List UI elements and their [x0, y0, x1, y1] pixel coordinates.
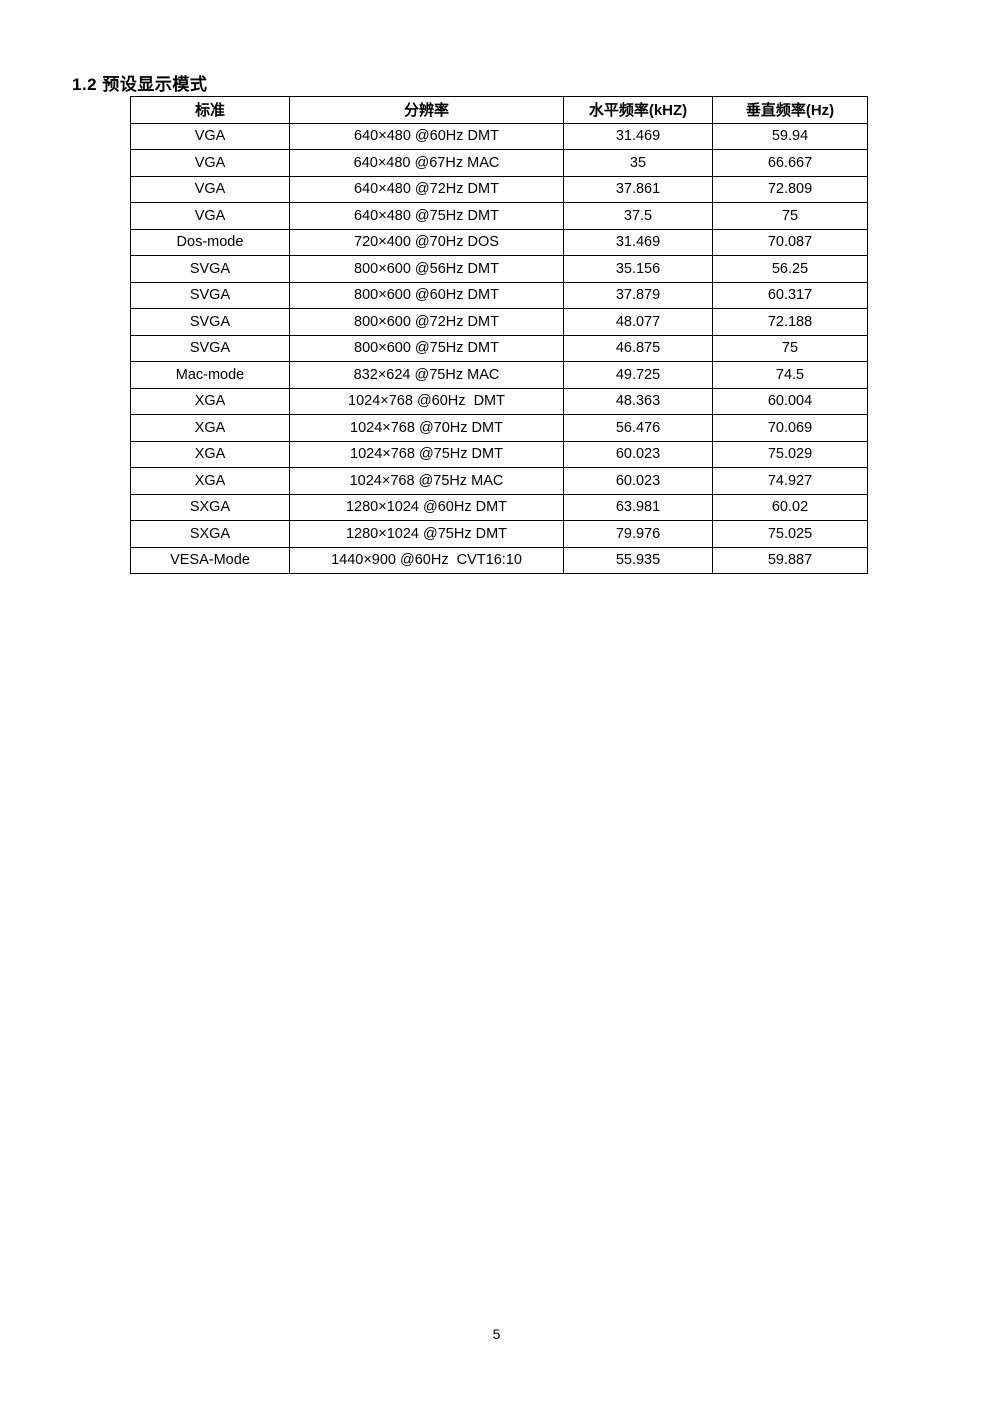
resolution-cell: 1280×1024 @60Hz DMT — [289, 493, 564, 521]
vertical-frequency-cell: 70.087 — [712, 228, 868, 256]
horizontal-frequency-cell: 56.476 — [563, 414, 713, 442]
resolution-cell: 1024×768 @70Hz DMT — [289, 414, 564, 442]
standard-cell: XGA — [130, 387, 290, 415]
standard-cell: SXGA — [130, 520, 290, 548]
vertical-frequency-cell: 66.667 — [712, 149, 868, 177]
table-row: XGA 1024×768 @60Hz DMT 48.363 60.004 — [130, 387, 868, 415]
vertical-frequency-cell: 70.069 — [712, 414, 868, 442]
resolution-cell: 800×600 @60Hz DMT — [289, 281, 564, 309]
standard-cell: VGA — [130, 122, 290, 150]
horizontal-frequency-cell: 31.469 — [563, 122, 713, 150]
resolution-cell: 720×400 @70Hz DOS — [289, 228, 564, 256]
horizontal-frequency-cell: 46.875 — [563, 334, 713, 362]
horizontal-frequency-cell: 55.935 — [563, 546, 713, 574]
table-row: VGA 640×480 @67Hz MAC 35 66.667 — [130, 149, 868, 177]
resolution-cell: 1280×1024 @75Hz DMT — [289, 520, 564, 548]
standard-cell: VGA — [130, 202, 290, 230]
table-row: VGA 640×480 @60Hz DMT 31.469 59.94 — [130, 122, 868, 150]
resolution-cell: 800×600 @72Hz DMT — [289, 308, 564, 336]
table-row: VESA-Mode 1440×900 @60Hz CVT16:10 55.935 59… — [130, 546, 868, 574]
resolution-cell: 1024×768 @75Hz DMT — [289, 440, 564, 468]
section-title: 1.2 预设显示模式 — [72, 75, 208, 94]
standard-cell: XGA — [130, 467, 290, 495]
horizontal-frequency-cell: 48.363 — [563, 387, 713, 415]
table-row: XGA 1024×768 @75Hz DMT 60.023 75.029 — [130, 440, 868, 468]
vertical-frequency-cell: 72.188 — [712, 308, 868, 336]
standard-column-header: 标准 — [130, 96, 290, 124]
standard-cell: SVGA — [130, 281, 290, 309]
vertical-frequency-cell: 75 — [712, 202, 868, 230]
horizontal-frequency-cell: 63.981 — [563, 493, 713, 521]
horizontal-frequency-cell: 60.023 — [563, 467, 713, 495]
table-row: VGA 640×480 @72Hz DMT 37.861 72.809 — [130, 175, 868, 203]
standard-cell: VESA-Mode — [130, 546, 290, 574]
table-row: SXGA 1280×1024 @60Hz DMT 63.981 60.02 — [130, 493, 868, 521]
standard-cell: Dos-mode — [130, 228, 290, 256]
horizontal-frequency-cell: 31.469 — [563, 228, 713, 256]
resolution-cell: 800×600 @56Hz DMT — [289, 255, 564, 283]
vertical-frequency-cell: 74.927 — [712, 467, 868, 495]
resolution-cell: 640×480 @75Hz DMT — [289, 202, 564, 230]
horizontal-frequency-cell: 37.861 — [563, 175, 713, 203]
vertical-frequency-cell: 59.94 — [712, 122, 868, 150]
table-row: XGA 1024×768 @70Hz DMT 56.476 70.069 — [130, 414, 868, 442]
vertical-frequency-cell: 60.317 — [712, 281, 868, 309]
resolution-cell: 1440×900 @60Hz CVT16:10 — [289, 546, 564, 574]
vertical-frequency-cell: 75 — [712, 334, 868, 362]
resolution-cell: 640×480 @67Hz MAC — [289, 149, 564, 177]
table-row: SVGA 800×600 @56Hz DMT 35.156 56.25 — [130, 255, 868, 283]
vertical-frequency-column-header: 垂直频率(Hz) — [712, 96, 868, 124]
table-row: VGA 640×480 @75Hz DMT 37.5 75 — [130, 202, 868, 230]
vertical-frequency-cell: 75.029 — [712, 440, 868, 468]
vertical-frequency-cell: 59.887 — [712, 546, 868, 574]
table-row: Mac-mode 832×624 @75Hz MAC 49.725 74.5 — [130, 361, 868, 389]
vertical-frequency-cell: 60.004 — [712, 387, 868, 415]
vertical-frequency-cell: 74.5 — [712, 361, 868, 389]
horizontal-frequency-cell: 49.725 — [563, 361, 713, 389]
resolution-cell: 1024×768 @60Hz DMT — [289, 387, 564, 415]
standard-cell: SVGA — [130, 334, 290, 362]
resolution-cell: 640×480 @72Hz DMT — [289, 175, 564, 203]
horizontal-frequency-cell: 35 — [563, 149, 713, 177]
standard-cell: VGA — [130, 149, 290, 177]
horizontal-frequency-cell: 60.023 — [563, 440, 713, 468]
preset-display-modes-table: 标准 分辨率 水平频率(kHZ) 垂直频率(Hz) VGA 640×480 @60Hz … — [130, 96, 868, 574]
resolution-cell: 640×480 @60Hz DMT — [289, 122, 564, 150]
table-row: Dos-mode 720×400 @70Hz DOS 31.469 70.087 — [130, 228, 868, 256]
horizontal-frequency-cell: 35.156 — [563, 255, 713, 283]
horizontal-frequency-column-header: 水平频率(kHZ) — [563, 96, 713, 124]
standard-cell: SXGA — [130, 493, 290, 521]
table-row: XGA 1024×768 @75Hz MAC 60.023 74.927 — [130, 467, 868, 495]
resolution-column-header: 分辨率 — [289, 96, 564, 124]
table-row: SVGA 800×600 @72Hz DMT 48.077 72.188 — [130, 308, 868, 336]
table-body: VGA 640×480 @60Hz DMT 31.469 59.94 VGA 640×48… — [130, 122, 868, 574]
standard-cell: SVGA — [130, 255, 290, 283]
standard-cell: XGA — [130, 440, 290, 468]
vertical-frequency-cell: 75.025 — [712, 520, 868, 548]
table-header-row: 标准 分辨率 水平频率(kHZ) 垂直频率(Hz) — [130, 96, 868, 124]
horizontal-frequency-cell: 79.976 — [563, 520, 713, 548]
standard-cell: SVGA — [130, 308, 290, 336]
horizontal-frequency-cell: 37.879 — [563, 281, 713, 309]
resolution-cell: 1024×768 @75Hz MAC — [289, 467, 564, 495]
table-row: SVGA 800×600 @75Hz DMT 46.875 75 — [130, 334, 868, 362]
standard-cell: VGA — [130, 175, 290, 203]
table-row: SXGA 1280×1024 @75Hz DMT 79.976 75.025 — [130, 520, 868, 548]
horizontal-frequency-cell: 37.5 — [563, 202, 713, 230]
page-number: 5 — [492, 1326, 501, 1342]
vertical-frequency-cell: 60.02 — [712, 493, 868, 521]
resolution-cell: 800×600 @75Hz DMT — [289, 334, 564, 362]
standard-cell: Mac-mode — [130, 361, 290, 389]
resolution-cell: 832×624 @75Hz MAC — [289, 361, 564, 389]
horizontal-frequency-cell: 48.077 — [563, 308, 713, 336]
standard-cell: XGA — [130, 414, 290, 442]
vertical-frequency-cell: 72.809 — [712, 175, 868, 203]
vertical-frequency-cell: 56.25 — [712, 255, 868, 283]
table-row: SVGA 800×600 @60Hz DMT 37.879 60.317 — [130, 281, 868, 309]
